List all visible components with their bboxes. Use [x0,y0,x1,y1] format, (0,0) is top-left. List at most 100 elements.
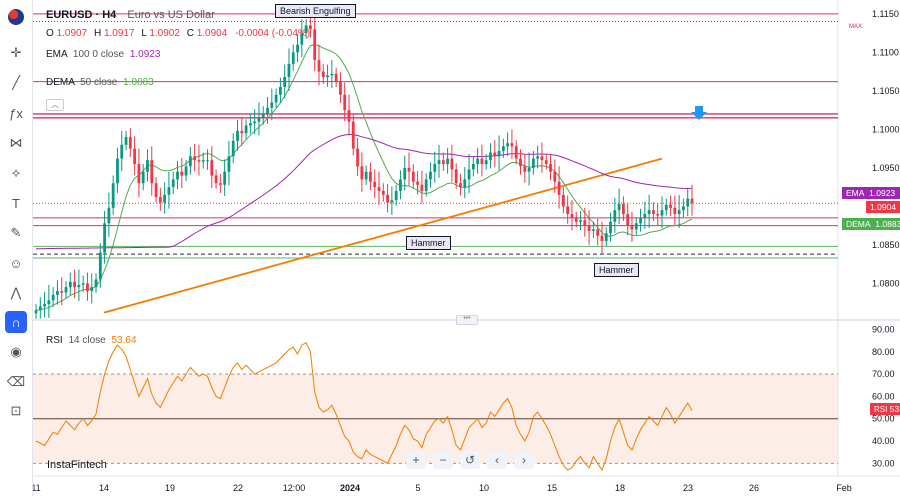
candle-body [167,187,171,195]
trend-line-icon[interactable]: ╱ [12,75,20,90]
dema-price-badge: DEMA 1.0883 [842,218,900,230]
candle-body [403,167,407,180]
candle-body [686,198,690,207]
candle-body [266,107,269,114]
candle-body [90,287,94,292]
candle-body [484,160,488,165]
rsi-tick-label: 90.00 [872,324,895,334]
brush-icon[interactable]: ✎ [10,225,22,240]
candle-body [467,169,471,180]
candle-body [454,169,458,184]
candle-body [501,146,505,151]
zoom-in-button[interactable]: + [406,451,426,469]
time-tick-label: Feb [836,483,852,493]
reset-chart-button[interactable]: ↺ [460,451,480,469]
candle-body [317,60,321,72]
watermark-logo: InstaFintech [47,459,107,471]
ema-label: EMA [46,49,68,60]
scroll-left-button[interactable]: ‹ [487,451,507,469]
crosshair-icon[interactable]: ✛ [10,45,22,60]
trash-icon[interactable]: ⌫ [6,374,26,389]
symbol-title[interactable]: EURUSD · H4 [46,9,117,21]
scroll-right-button[interactable]: › [514,451,534,469]
candle-body [416,181,419,185]
candle-body [154,183,158,198]
last-price-badge: 1.0904 [866,201,900,213]
dema-params: 50 close [80,77,118,88]
candle-body [274,94,278,103]
collapse-legend-button[interactable]: ︿ [46,99,64,111]
candle-body [339,81,342,95]
candle-body [407,167,411,172]
emoji-icon[interactable]: ☺ [9,255,23,271]
horizontal-levels[interactable] [33,13,838,259]
pattern-label-hammer-1[interactable]: Hammer [406,236,451,250]
candle-body [609,221,612,234]
down-arrow-marker[interactable] [691,106,707,120]
rsi-tick-label: 40.00 [872,436,895,446]
fib-icon[interactable]: ƒx [9,105,23,121]
ema-legend[interactable]: EMA 100 0 close 1.0923 [46,49,160,60]
candle-body [146,160,149,172]
projection-icon[interactable]: ⟡ [11,165,21,180]
ohlc-change: -0.0004 (-0.04%) [235,28,311,39]
candle-body [343,94,347,111]
candle-body [506,143,510,147]
candle-body [291,52,295,64]
candle-body [437,160,441,165]
time-tick-label: 19 [165,483,175,493]
rsi-legend[interactable]: RSI 14 close 53.64 [46,335,137,346]
ema-line [36,133,693,250]
rsi-tick-label: 80.00 [872,347,895,357]
zoom-out-button[interactable]: − [433,451,453,469]
ema-params: 100 0 close [72,49,125,60]
candle-body [570,214,574,218]
candle-body [188,156,192,167]
lock-icon[interactable]: ⊡ [10,403,22,418]
dema-legend[interactable]: DEMA 50 close 1.0883 [46,77,154,88]
dema-value: 1.0883 [123,77,154,88]
price-tick-label: 1.1050 [872,86,900,96]
candle-body [364,171,368,180]
trend-line [103,157,663,314]
eye-icon[interactable]: ◉ [10,344,22,359]
trend-line[interactable] [103,157,663,314]
candle-body [574,217,578,222]
candle-body [669,204,672,208]
candle-body [163,194,167,203]
candle-body [652,210,655,215]
candle-body [647,210,651,215]
text-icon[interactable]: T [12,195,20,211]
candle-body [677,210,681,215]
candle-body [566,206,570,215]
candle-body [544,160,548,165]
candle-body [617,204,621,211]
candle-body [643,214,647,218]
candle-body [180,171,184,176]
pattern-label-hammer-2[interactable]: Hammer [594,263,639,277]
candle-body [626,214,630,226]
ohlc-open: 1.0907 [56,28,88,39]
candle-body [43,304,46,307]
rsi-line [35,342,693,472]
candle-body [523,166,527,172]
price-tick-label: 1.1100 [872,47,899,57]
rsi-value: 53.64 [111,335,137,346]
rsi-label: RSI [46,335,63,346]
measure-icon[interactable]: ⋀ [10,285,22,300]
candle-body [210,160,214,176]
candle-body [107,207,111,224]
pane-resize-handle[interactable]: ••• [456,315,478,325]
candle-body [51,294,55,301]
magnet-icon[interactable]: ∩ [5,311,27,333]
candle-body [38,306,42,311]
candle-body [184,166,188,176]
candle-body [197,160,201,162]
pattern-label-bearish-engulfing[interactable]: Bearish Engulfing [275,4,356,18]
pattern-icon[interactable]: ⋈ [9,135,23,150]
candle-body [450,158,454,170]
candle-body [549,164,552,172]
candle-body [124,137,128,145]
time-tick-label: 18 [615,483,625,493]
